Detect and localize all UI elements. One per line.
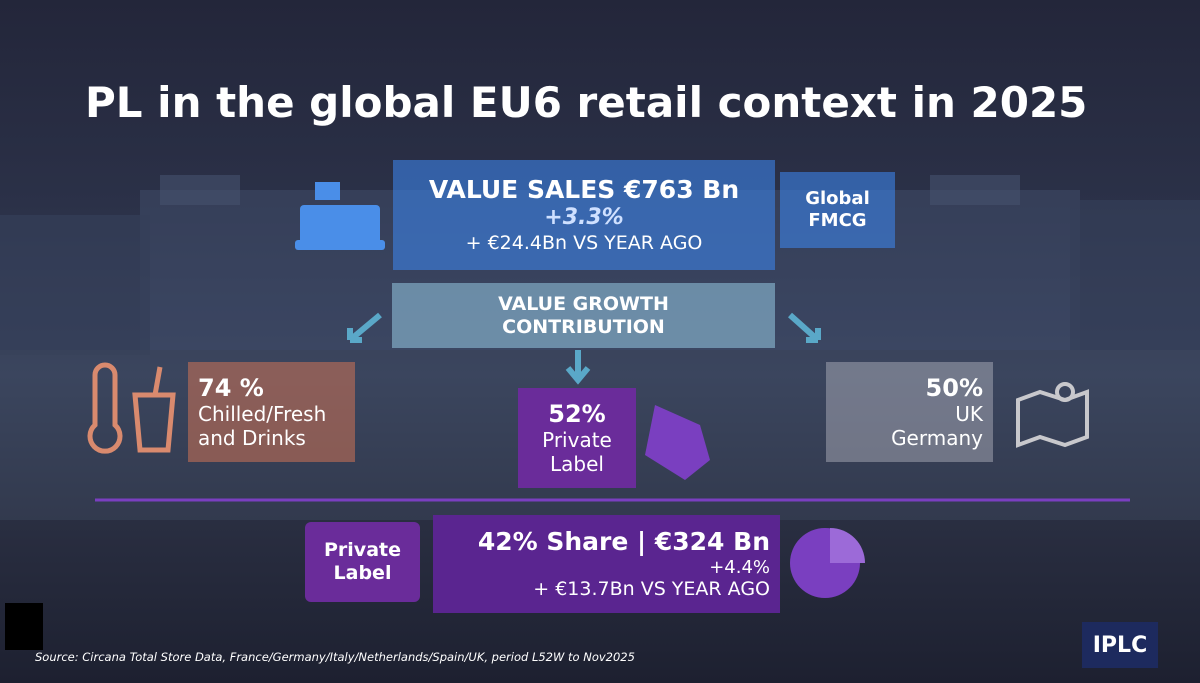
label-line: VALUE GROWTH — [498, 292, 669, 315]
source: Source: Circana Total Store Data, France… — [35, 650, 635, 664]
contributor-line: Label — [550, 452, 604, 477]
title: PL in the global EU6 retail context in 2… — [85, 78, 1088, 127]
tag-line: FMCG — [808, 210, 867, 231]
contributor-value: 50% — [925, 373, 983, 402]
growth: +3.3% — [544, 205, 624, 231]
logo: IPLC — [1082, 622, 1158, 668]
value-sales-box: VALUE SALES €763 Bn +3.3% + €24.4Bn VS Y… — [393, 160, 775, 270]
tag-line: Private — [324, 539, 401, 562]
contributor-line: and Drinks — [198, 426, 306, 451]
growth: +4.4% — [709, 556, 770, 578]
contributor-box: 52% Private Label — [518, 388, 636, 488]
growth-contribution: VALUE GROWTH CONTRIBUTION — [392, 283, 775, 348]
contributor-value: 74 % — [198, 373, 264, 402]
contributor-line: Germany — [891, 426, 983, 451]
label-line: CONTRIBUTION — [502, 315, 665, 338]
change: + €24.4Bn VS YEAR AGO — [465, 231, 703, 254]
contributor-line: Chilled/Fresh — [198, 402, 327, 427]
contributor-box: 74 % Chilled/Fresh and Drinks — [188, 362, 355, 462]
logo-text: IPLC — [1092, 632, 1148, 658]
headline: 42% Share | €324 Bn — [477, 526, 770, 556]
contributor-box: 50% UK Germany — [826, 362, 993, 462]
private-label-box: 42% Share | €324 Bn +4.4% + €13.7Bn VS Y… — [433, 515, 780, 613]
contributor-line: Private — [542, 428, 612, 453]
change: + €13.7Bn VS YEAR AGO — [533, 578, 770, 601]
tag-line: Label — [333, 562, 392, 584]
headline: VALUE SALES €763 Bn — [428, 175, 740, 205]
contributor-line: UK — [955, 402, 983, 427]
scope-tag: Global FMCG — [780, 172, 895, 248]
tag-line: Global — [805, 188, 870, 210]
private-label-tag: Private Label — [305, 522, 420, 602]
contributor-value: 52% — [548, 399, 606, 428]
